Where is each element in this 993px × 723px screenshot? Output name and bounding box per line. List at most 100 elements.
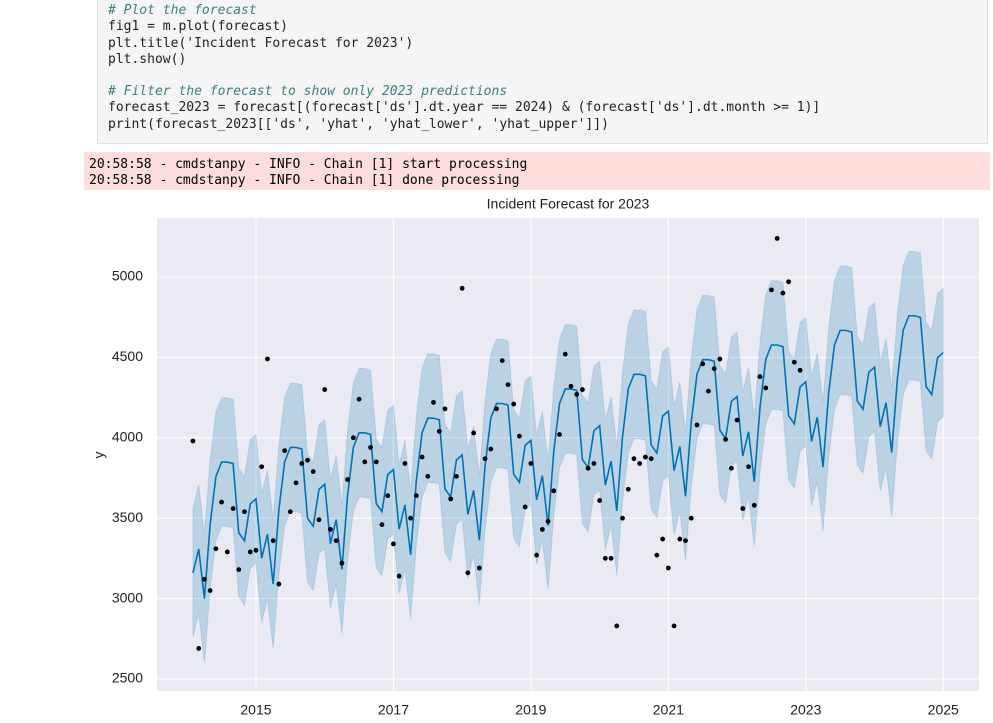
actual-point <box>648 456 654 462</box>
code-line: # Plot the forecast <box>108 3 257 18</box>
actual-point <box>316 517 322 523</box>
actual-point <box>270 538 276 544</box>
actual-point <box>224 549 230 555</box>
actual-point <box>551 488 557 494</box>
x-tick-label: 2019 <box>515 702 546 718</box>
actual-point <box>786 279 792 285</box>
actual-point <box>476 565 482 571</box>
actual-point <box>557 432 562 437</box>
actual-point <box>631 456 637 462</box>
actual-point <box>333 538 339 544</box>
actual-point <box>287 509 293 515</box>
actual-point <box>299 461 305 466</box>
actual-point <box>539 527 545 532</box>
actual-point <box>488 446 494 452</box>
actual-point <box>362 459 368 465</box>
actual-point <box>677 536 683 542</box>
actual-point <box>379 522 385 527</box>
actual-point <box>637 461 643 466</box>
code-line: plt.show() <box>108 51 187 67</box>
actual-point <box>723 436 728 442</box>
y-tick-label: 4500 <box>112 348 143 364</box>
actual-point <box>568 383 574 389</box>
actual-point <box>700 361 706 367</box>
actual-point <box>585 465 591 471</box>
actual-point <box>591 461 597 466</box>
actual-point <box>293 480 299 486</box>
actual-point <box>459 285 465 291</box>
actual-point <box>196 645 202 651</box>
code-line: # Filter the forecast to show only 2023 … <box>108 84 508 100</box>
actual-point <box>574 391 580 397</box>
actual-point <box>797 367 803 373</box>
actual-point <box>310 469 316 474</box>
x-tick-label: 2017 <box>378 702 409 718</box>
log-line: 20:58:58 - cmdstanpy - INFO - Chain [1] … <box>89 157 528 172</box>
actual-point <box>545 518 551 524</box>
actual-point <box>368 445 373 450</box>
actual-point <box>396 573 402 579</box>
actual-point <box>608 555 614 561</box>
actual-point <box>408 515 414 521</box>
actual-point <box>339 560 345 566</box>
actual-point <box>688 515 694 521</box>
y-tick-label: 3500 <box>112 509 143 525</box>
actual-point <box>436 428 442 434</box>
code-cell: # Plot the forecast fig1 = m.plot(forecas… <box>97 0 988 144</box>
actual-point <box>425 473 431 479</box>
actual-point <box>522 504 528 510</box>
code-line: forecast_2023 = forecast[(forecast['ds']… <box>108 100 821 116</box>
actual-point <box>665 565 671 571</box>
forecast-line <box>192 314 944 599</box>
actual-point <box>454 473 459 479</box>
actual-point <box>202 576 207 582</box>
actual-point <box>345 477 350 482</box>
uncertainty-band <box>192 250 944 664</box>
actual-point <box>769 287 774 293</box>
actual-point <box>505 382 511 388</box>
actual-point <box>620 515 625 521</box>
chart: Incident Forecast for 2023 y 2500 3000 350… <box>91 196 979 718</box>
y-tick-label: 4000 <box>112 428 143 444</box>
actual-point <box>305 457 310 463</box>
x-tick-label: 2021 <box>653 702 684 718</box>
actual-point <box>562 351 568 357</box>
code-line: plt.title('Incident Forecast for 2023') <box>108 35 414 51</box>
actual-point <box>328 527 333 532</box>
actual-point <box>219 499 225 505</box>
actual-point <box>448 496 454 502</box>
actual-point <box>780 290 786 296</box>
x-tick-label: 2023 <box>790 702 821 718</box>
actual-point <box>694 422 700 428</box>
actual-point <box>643 454 648 460</box>
y-tick-label: 2500 <box>112 670 143 686</box>
actual-point <box>413 493 419 499</box>
code-line: print(forecast_2023[['ds', 'yhat', 'yhat… <box>108 116 609 132</box>
plot-area <box>157 218 979 691</box>
actual-point <box>511 401 517 407</box>
actual-point <box>671 623 677 629</box>
actual-point <box>683 538 688 544</box>
actual-point <box>471 430 477 436</box>
actual-point <box>774 236 780 241</box>
actual-point <box>242 509 247 515</box>
actual-point <box>740 506 746 511</box>
actual-point <box>746 464 751 470</box>
actual-point <box>654 552 660 558</box>
actual-point <box>597 498 603 503</box>
actual-point <box>499 358 505 364</box>
actual-point <box>419 454 425 460</box>
actual-point <box>385 493 391 499</box>
actual-point <box>517 433 522 439</box>
actual-point <box>757 374 763 380</box>
actual-point <box>350 435 356 441</box>
actual-point <box>625 486 631 492</box>
actual-point <box>431 400 436 405</box>
actual-point <box>402 461 408 466</box>
actual-point <box>230 506 236 511</box>
actual-point <box>734 417 740 423</box>
x-tick-label: 2025 <box>928 702 959 718</box>
actual-point <box>322 387 328 392</box>
actual-point <box>751 502 757 508</box>
actual-point <box>259 464 265 470</box>
